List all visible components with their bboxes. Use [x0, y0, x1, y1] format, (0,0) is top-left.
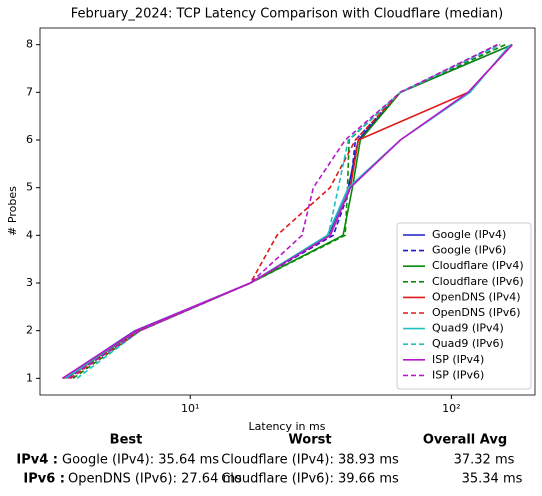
- row-label: IPv4 :: [16, 453, 58, 468]
- legend-label: Cloudflare (IPv6): [432, 275, 524, 288]
- x-tick-label: 10¹: [181, 402, 199, 415]
- series-line: [72, 43, 506, 379]
- legend-label: Quad9 (IPv6): [432, 337, 504, 350]
- y-tick-label: 7: [26, 85, 33, 98]
- legend-label: OpenDNS (IPv6): [432, 306, 521, 319]
- y-tick-label: 2: [26, 324, 33, 337]
- y-axis-label: # Probes: [6, 186, 19, 236]
- legend-box: [396, 222, 532, 390]
- y-tick-label: 1: [26, 371, 33, 384]
- table-header: Best: [110, 433, 143, 448]
- legend-label: ISP (IPv6): [432, 368, 484, 381]
- table-cell: OpenDNS (IPv6): 27.64 ms: [68, 472, 242, 487]
- series-line: [67, 43, 498, 379]
- table-cell: Cloudflare (IPv6): 39.66 ms: [221, 472, 399, 487]
- table-cell: Google (IPv4): 35.64 ms: [62, 453, 219, 468]
- legend-label: Google (IPv6): [432, 244, 506, 257]
- x-axis-label: Latency in ms: [249, 420, 326, 433]
- y-tick-label: 4: [26, 228, 33, 241]
- series-line: [61, 44, 513, 379]
- y-tick-label: 8: [26, 38, 33, 51]
- y-tick-label: 3: [26, 276, 33, 289]
- table-header: Worst: [288, 433, 331, 448]
- table-cell: 37.32 ms: [454, 453, 515, 468]
- legend-label: Cloudflare (IPv4): [432, 259, 524, 272]
- y-tick-label: 6: [26, 133, 33, 146]
- legend-label: OpenDNS (IPv4): [432, 290, 521, 303]
- plot-frame: [39, 27, 536, 396]
- row-label: IPv6 :: [23, 472, 65, 487]
- legend-label: Google (IPv4): [432, 228, 506, 241]
- table-cell: 35.34 ms: [462, 472, 523, 487]
- legend-label: Quad9 (IPv4): [432, 322, 504, 335]
- chart-title: February_2024: TCP Latency Comparison wi…: [71, 7, 503, 22]
- legend-label: ISP (IPv4): [432, 353, 484, 366]
- table-header: Overall Avg: [423, 433, 507, 448]
- x-tick-label: 10²: [442, 402, 460, 415]
- y-tick-label: 5: [26, 181, 33, 194]
- table-cell: Cloudflare (IPv4): 38.93 ms: [221, 453, 399, 468]
